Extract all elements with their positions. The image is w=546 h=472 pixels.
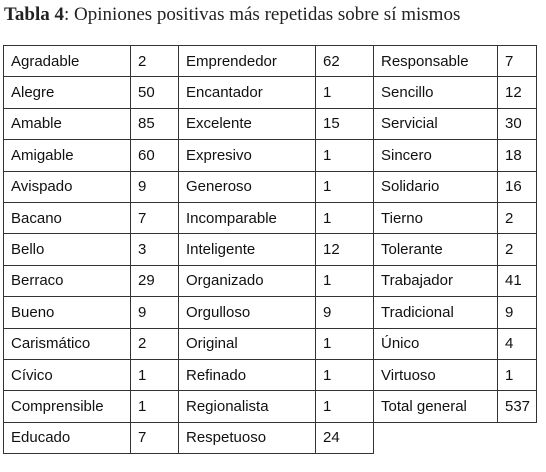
word-cell: Generoso — [178, 170, 316, 203]
word-cell: Carismático — [3, 327, 131, 360]
empty-cell — [498, 422, 537, 453]
table-row: Carismático 2 Original 1 Único 4 — [3, 327, 537, 360]
word-cell: Único — [373, 327, 498, 360]
count-cell: 537 — [497, 390, 537, 423]
count-cell: 9 — [315, 296, 374, 329]
count-cell: 16 — [497, 170, 537, 203]
word-cell: Alegre — [3, 76, 131, 109]
count-cell: 4 — [497, 327, 537, 360]
table-title: Tabla 4: Opiniones positivas más repetid… — [4, 4, 460, 26]
table-row: Bueno 9 Orgulloso 9 Tradicional 9 — [3, 296, 537, 329]
count-cell: 1 — [315, 327, 374, 360]
table-row: Berraco 29 Organizado 1 Trabajador 41 — [3, 264, 537, 298]
word-cell: Expresivo — [178, 139, 316, 172]
empty-cell — [374, 422, 498, 453]
count-cell: 2 — [130, 327, 179, 360]
count-cell: 85 — [130, 107, 179, 141]
word-cell: Total general — [373, 390, 498, 423]
table-row: Agradable 2 Emprendedor 62 Responsable 7 — [3, 44, 537, 78]
count-cell: 7 — [130, 201, 179, 235]
word-cell: Responsable — [373, 44, 498, 78]
count-cell: 1 — [315, 201, 374, 235]
count-cell: 24 — [315, 421, 374, 455]
count-cell: 2 — [497, 201, 537, 235]
word-cell: Inteligente — [178, 233, 316, 266]
word-cell: Solidario — [373, 170, 498, 203]
count-cell: 15 — [315, 107, 374, 141]
word-cell: Regionalista — [178, 390, 316, 423]
count-cell: 2 — [497, 233, 537, 266]
word-cell: Respetuoso — [178, 421, 316, 455]
word-cell: Trabajador — [373, 264, 498, 298]
count-cell: 1 — [315, 390, 374, 423]
word-cell: Agradable — [3, 44, 131, 78]
count-cell: 1 — [315, 358, 374, 392]
word-cell: Educado — [3, 421, 131, 455]
count-cell: 1 — [497, 358, 537, 392]
word-cell: Incomparable — [178, 201, 316, 235]
word-cell: Encantador — [178, 76, 316, 109]
word-cell: Amigable — [3, 139, 131, 172]
word-cell: Orgulloso — [178, 296, 316, 329]
word-cell: Avispado — [3, 170, 131, 203]
word-cell: Tradicional — [373, 296, 498, 329]
count-cell: 18 — [497, 139, 537, 172]
count-cell: 30 — [497, 107, 537, 141]
table-row: Alegre 50 Encantador 1 Sencillo 12 — [3, 76, 537, 109]
count-cell: 9 — [130, 296, 179, 329]
word-cell: Bueno — [3, 296, 131, 329]
count-cell: 1 — [315, 264, 374, 298]
word-cell: Refinado — [178, 358, 316, 392]
count-cell: 1 — [130, 390, 179, 423]
title-label: Tabla 4 — [4, 4, 65, 25]
count-cell: 2 — [130, 44, 179, 78]
count-cell: 9 — [497, 296, 537, 329]
word-cell: Amable — [3, 107, 131, 141]
word-cell: Emprendedor — [178, 44, 316, 78]
word-cell: Tolerante — [373, 233, 498, 266]
count-cell: 12 — [315, 233, 374, 266]
word-cell: Original — [178, 327, 316, 360]
word-cell: Cívico — [3, 358, 131, 392]
title-text: : Opiniones positivas más repetidas sobr… — [64, 4, 461, 25]
table-row: Cívico 1 Refinado 1 Virtuoso 1 — [3, 358, 537, 392]
count-cell: 1 — [315, 76, 374, 109]
table-row: Bacano 7 Incomparable 1 Tierno 2 — [3, 201, 537, 235]
word-cell: Tierno — [373, 201, 498, 235]
word-cell: Sencillo — [373, 76, 498, 109]
count-cell: 12 — [497, 76, 537, 109]
word-cell: Servicial — [373, 107, 498, 141]
word-cell: Bello — [3, 233, 131, 266]
count-cell: 7 — [497, 44, 537, 78]
count-cell: 50 — [130, 76, 179, 109]
count-cell: 41 — [497, 264, 537, 298]
count-cell: 1 — [130, 358, 179, 392]
table-row: Comprensible 1 Regionalista 1 Total general 5… — [3, 390, 537, 423]
table-row: Bello 3 Inteligente 12 Tolerante 2 — [3, 233, 537, 266]
word-cell: Virtuoso — [373, 358, 498, 392]
table-row: Amigable 60 Expresivo 1 Sincero 18 — [3, 139, 537, 172]
table-body: Agradable 2 Emprendedor 62 Responsable 7 Alegr… — [3, 44, 537, 455]
word-cell: Organizado — [178, 264, 316, 298]
table-row: Educado 7 Respetuoso 24 — [3, 421, 537, 455]
word-cell: Bacano — [3, 201, 131, 235]
count-cell: 9 — [130, 170, 179, 203]
count-cell: 29 — [130, 264, 179, 298]
count-cell: 1 — [315, 139, 374, 172]
word-cell: Berraco — [3, 264, 131, 298]
count-cell: 1 — [315, 170, 374, 203]
word-cell: Excelente — [178, 107, 316, 141]
table: Agradable 2 Emprendedor 62 Responsable 7 Alegr… — [3, 44, 537, 455]
count-cell: 7 — [130, 421, 179, 455]
table-row: Avispado 9 Generoso 1 Solidario 16 — [3, 170, 537, 203]
table-row: Amable 85 Excelente 15 Servicial 30 — [3, 107, 537, 141]
count-cell: 62 — [315, 44, 374, 78]
count-cell: 60 — [130, 139, 179, 172]
word-cell: Sincero — [373, 139, 498, 172]
word-cell: Comprensible — [3, 390, 131, 423]
count-cell: 3 — [130, 233, 179, 266]
